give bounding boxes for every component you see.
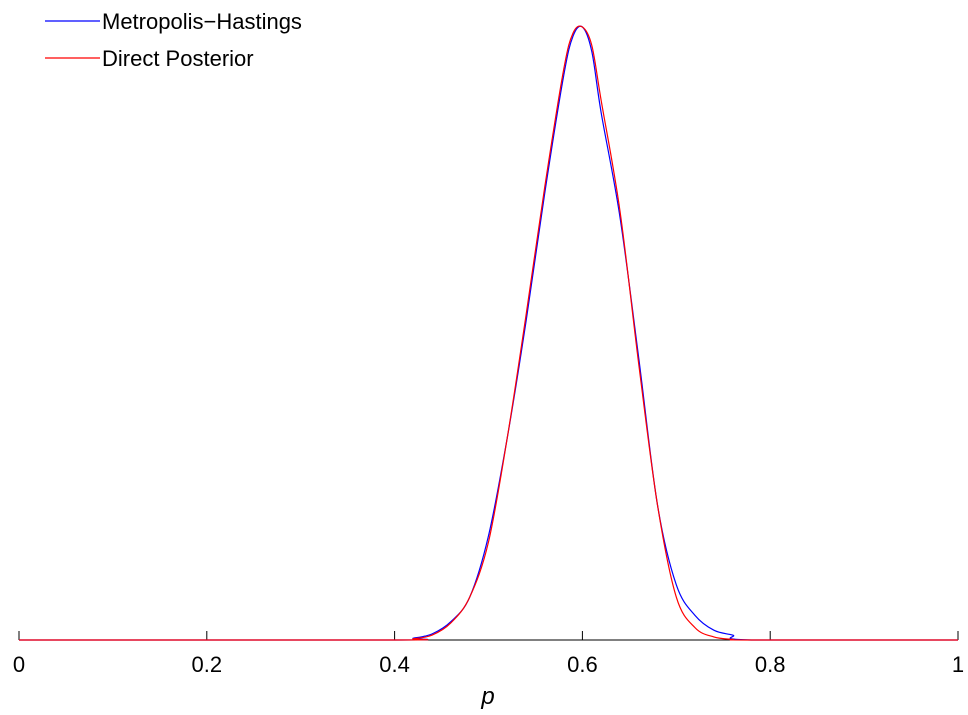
- x-tick-label: 1: [952, 652, 964, 677]
- series-line-direct-posterior: [18, 25, 958, 641]
- x-axis-label: p: [480, 683, 494, 710]
- legend-label: Direct Posterior: [102, 46, 254, 71]
- series-lines: [18, 25, 958, 641]
- x-tick-label: 0.2: [192, 652, 223, 677]
- legend: Metropolis−Hastings Direct Posterior: [45, 9, 302, 71]
- series-line-metropolis-hastings: [18, 25, 958, 641]
- x-tick-label: 0.4: [379, 652, 410, 677]
- x-tick-label: 0: [13, 652, 25, 677]
- x-tick-label: 0.6: [567, 652, 598, 677]
- x-ticks: 0 0.2 0.4 0.6 0.8 1: [13, 631, 964, 677]
- x-tick-label: 0.8: [755, 652, 786, 677]
- legend-label: Metropolis−Hastings: [102, 9, 302, 34]
